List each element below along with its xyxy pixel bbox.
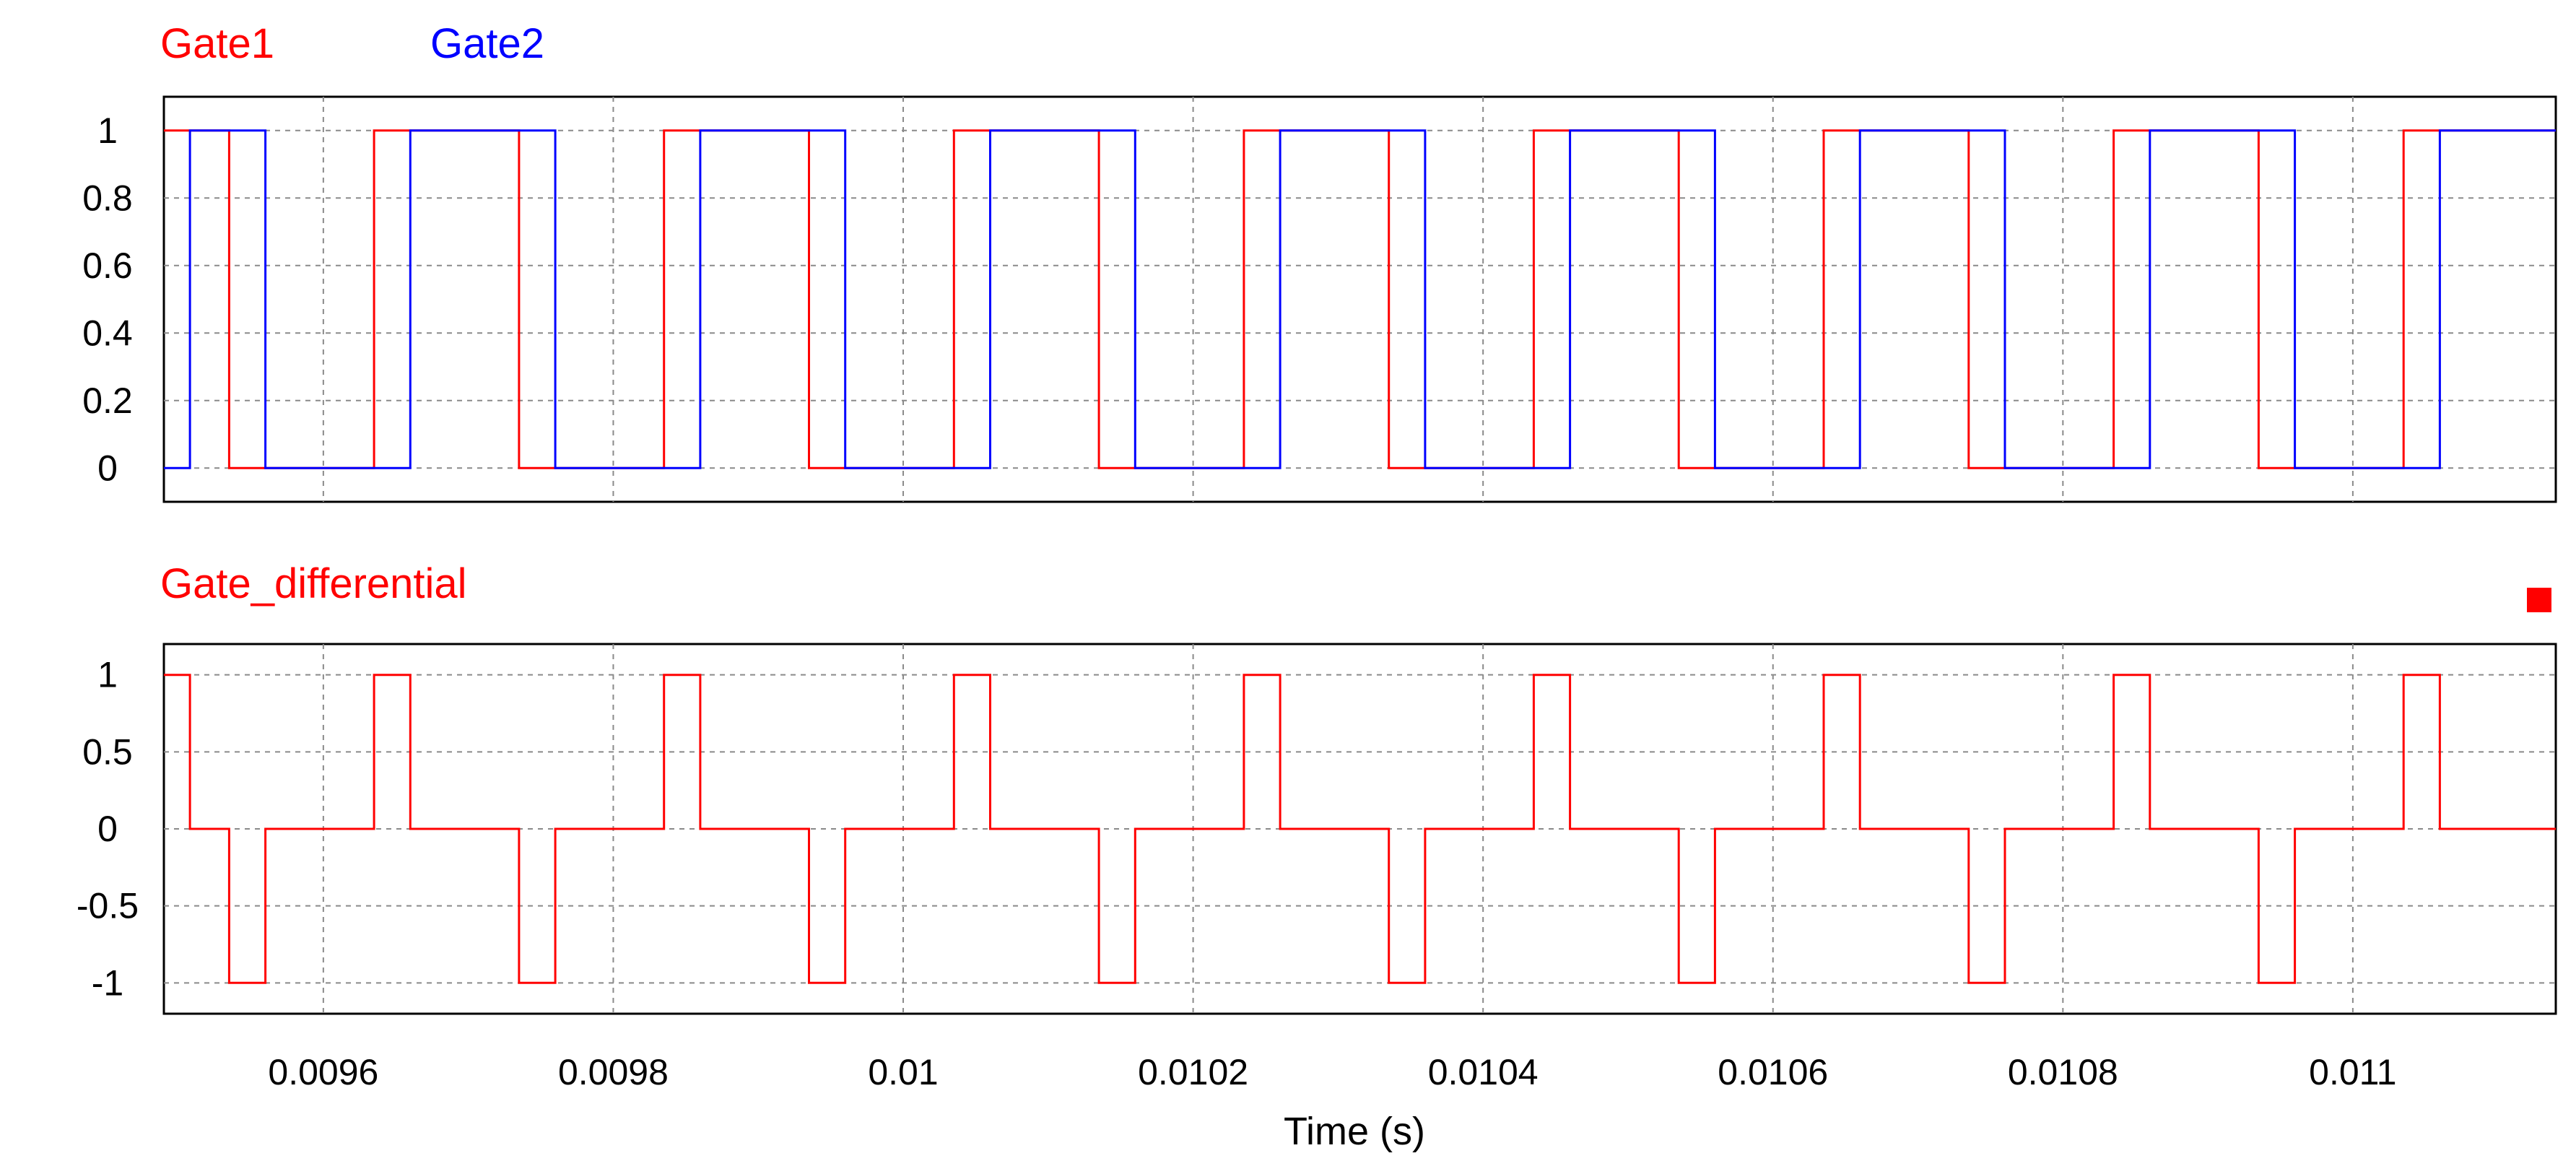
x-tick-label: 0.0098 xyxy=(558,1052,669,1092)
y-tick-label: 0 xyxy=(97,809,118,849)
s1-gate1-line xyxy=(164,129,2556,469)
panel2-marker-square xyxy=(2527,588,2551,612)
x-tick-label: 0.0096 xyxy=(268,1052,378,1092)
s1-gate-differential-line xyxy=(164,674,2556,984)
x-axis-label: Time (s) xyxy=(1284,1110,1425,1153)
panel-gate1-gate2: 0 0.2 0.4 0.6 0.8 1 xyxy=(82,95,2557,503)
y-tick-label: -1 xyxy=(92,962,123,1003)
legend-gate-differential: Gate_differential xyxy=(160,560,467,607)
x-tick-label: 0.0104 xyxy=(1428,1052,1539,1092)
y-tick-label: 0.4 xyxy=(82,313,133,353)
y-tick-label: 0 xyxy=(97,448,118,488)
legend-gate1: Gate1 xyxy=(160,20,274,67)
y-tick-label: 0.5 xyxy=(82,731,133,772)
y-tick-label: -0.5 xyxy=(77,886,139,926)
x-tick-label: 0.0106 xyxy=(1718,1052,1828,1092)
y-tick-label: 0.8 xyxy=(82,178,133,218)
plot-frame xyxy=(162,95,2557,503)
x-tick-label: 0.011 xyxy=(2309,1052,2396,1092)
y-tick-label: 1 xyxy=(97,110,118,151)
panel-gate-differential: -1 -0.5 0 0.5 1 0.0096 0.0098 0.01 0.0102 0.0104 0… xyxy=(77,643,2557,1092)
y-tick-label: 1 xyxy=(97,655,118,695)
y-tick-label: 0.6 xyxy=(82,245,133,286)
x-tick-label: 0.0102 xyxy=(1138,1052,1248,1092)
s2-gate2-line xyxy=(164,129,2556,469)
legend-gate2: Gate2 xyxy=(430,20,544,67)
x-tick-label: 0.01 xyxy=(868,1052,938,1092)
y-tick-label: 0.2 xyxy=(82,381,133,421)
x-tick-label: 0.0108 xyxy=(2008,1052,2118,1092)
